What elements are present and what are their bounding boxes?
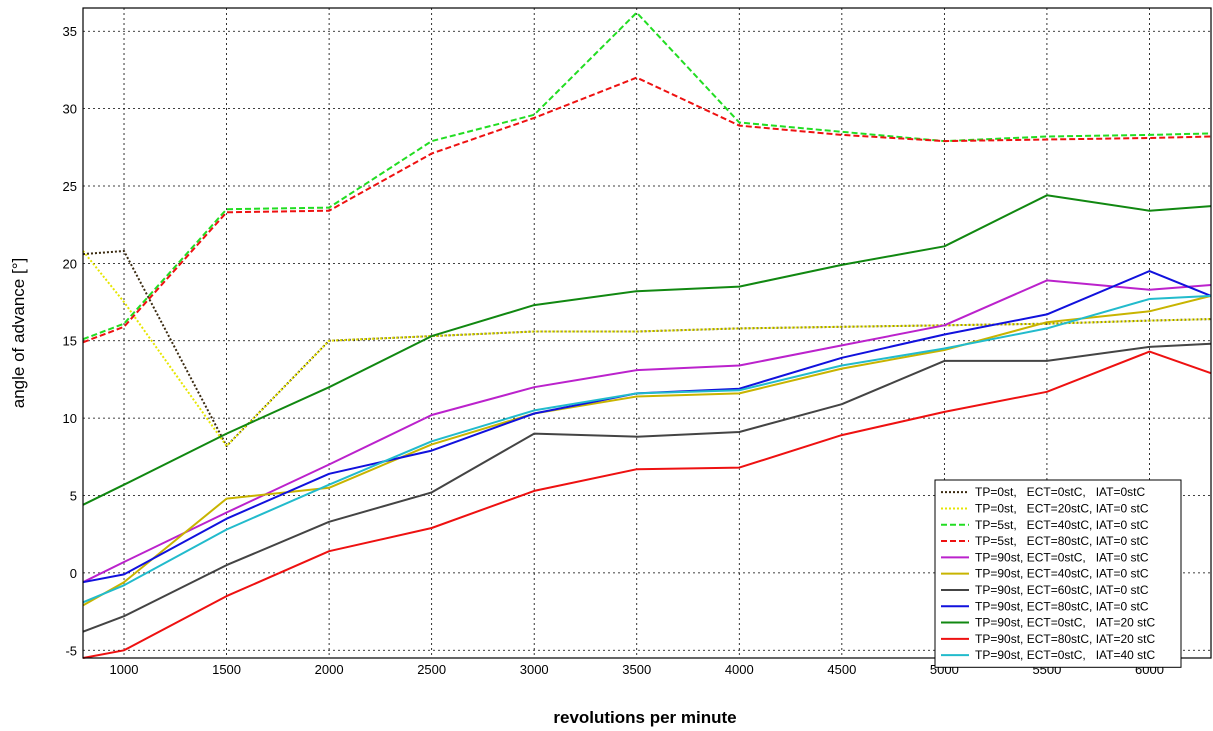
x-tick-label: 1500 [212,662,241,677]
y-axis-title: angle of advance [°] [9,258,28,408]
y-tick-label: 5 [70,489,77,504]
y-tick-labels: -5 0 5 10 15 20 25 30 35 [63,24,77,658]
series-line-9 [82,194,1212,506]
x-axis-title: revolutions per minute [553,708,736,727]
series-layer [82,11,1212,659]
legend-entry: TP=0st, ECT=0stC, IAT=0stC [975,485,1145,499]
series-line-10 [82,350,1212,659]
y-tick-label: 35 [63,24,77,39]
series-line-5 [82,279,1212,584]
legend-entry: TP=90st, ECT=0stC, IAT=20 stC [975,616,1156,630]
plot-frame [82,7,1212,659]
legend-entry: TP=90st, ECT=0stC, IAT=0 stC [975,550,1149,564]
series-line-11 [82,294,1212,604]
legend-entry: TP=0st, ECT=20stC, IAT=0 stC [975,501,1149,515]
legend-entry: TP=5st, ECT=80stC, IAT=0 stC [975,534,1149,548]
legend-box [934,479,1182,668]
legend-entry: TP=90st, ECT=60stC, IAT=0 stC [975,583,1149,597]
x-tick-label: 2500 [417,662,446,677]
y-tick-label: 15 [63,334,77,349]
x-tick-label: 4000 [725,662,754,677]
series-line-7 [82,342,1212,633]
series-line-2 [82,250,1212,447]
x-tick-label: 3500 [622,662,651,677]
y-tick-label: -5 [65,643,77,658]
series-line-6 [82,294,1212,607]
legend: TP=0st, ECT=0stC, IAT=0stC TP=0st, ECT=20… [934,479,1182,668]
legend-entry: TP=90st, ECT=0stC, IAT=40 stC [975,648,1156,662]
y-tick-label: 30 [63,102,77,117]
legend-entry: TP=90st, ECT=80stC, IAT=20 stC [975,632,1156,646]
x-tick-label: 3000 [520,662,549,677]
y-tick-label: 20 [63,256,77,271]
legend-entry: TP=5st, ECT=40stC, IAT=0 stC [975,518,1149,532]
x-tick-label: 4500 [827,662,856,677]
x-tick-label: 2000 [315,662,344,677]
y-tick-label: 0 [70,566,77,581]
y-tick-label: 10 [63,411,77,426]
legend-entry: TP=90st, ECT=80stC, IAT=0 stC [975,599,1149,613]
legend-entry: TP=90st, ECT=40stC, IAT=0 stC [975,567,1149,581]
series-line-4 [82,76,1212,344]
y-tick-label: 25 [63,179,77,194]
x-tick-label: 1000 [110,662,139,677]
